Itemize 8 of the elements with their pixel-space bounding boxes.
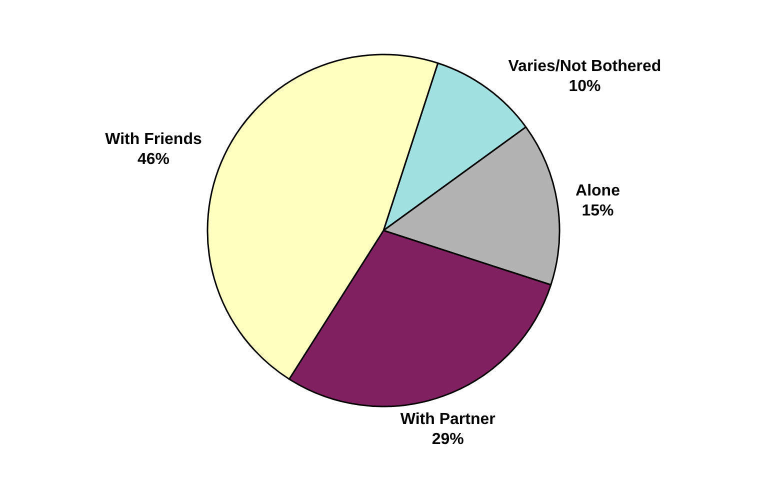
data-label: 46%	[138, 151, 170, 168]
data-label: 10%	[568, 78, 601, 96]
data-label: 29%	[432, 430, 464, 448]
slice-label: With Friends	[105, 131, 202, 148]
data-label: 15%	[582, 202, 614, 220]
slice-label: Alone	[576, 182, 620, 200]
slice-label: With Partner	[400, 410, 496, 428]
slice-label: Varies/Not Bothered	[508, 58, 662, 76]
